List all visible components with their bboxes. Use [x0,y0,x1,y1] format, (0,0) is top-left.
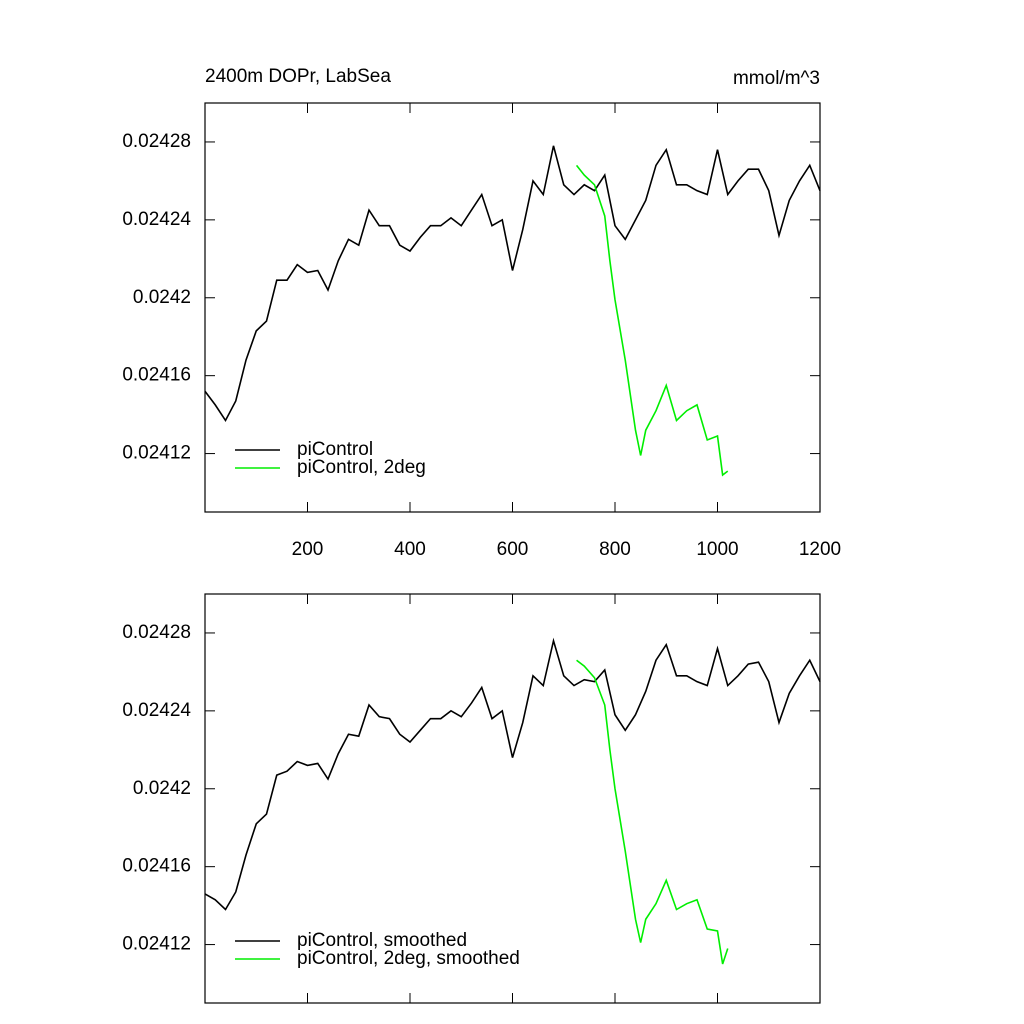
y-tick-label: 0.0242 [133,287,191,308]
y-tick-label: 0.02428 [122,131,191,152]
units-label: mmol/m^3 [733,68,820,89]
y-tick-label: 0.02412 [122,443,191,464]
legend-label: piControl, smoothed [297,930,467,951]
x-tick-label: 200 [292,539,324,560]
x-tick-label: 1200 [799,539,841,560]
x-tick-label: 800 [599,539,631,560]
data-line [204,637,821,911]
data-line [204,145,821,423]
y-tick-label: 0.02416 [122,365,191,386]
y-tick-label: 0.02424 [122,700,191,721]
x-tick-label: 600 [497,539,529,560]
x-tick-label: 1000 [696,539,738,560]
y-tick-label: 0.02428 [122,622,191,643]
y-tick-label: 0.0242 [133,778,191,799]
y-tick-label: 0.02416 [122,856,191,877]
legend-label: piControl, 2deg, smoothed [297,948,520,969]
y-tick-label: 0.02424 [122,209,191,230]
legend-label: piControl, 2deg [297,457,426,478]
data-line [576,659,729,965]
chart-title: 2400m DOPr, LabSea [205,66,391,87]
x-tick-label: 400 [394,539,426,560]
y-tick-label: 0.02412 [122,934,191,955]
legend-label: piControl [297,439,373,460]
data-line [575,164,729,477]
